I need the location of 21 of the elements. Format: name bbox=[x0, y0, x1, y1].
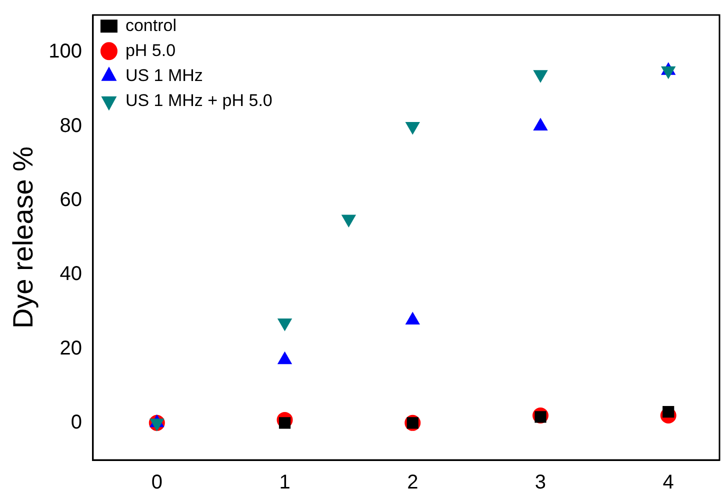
y-axis-title: Dye release % bbox=[8, 146, 39, 329]
legend-label: US 1 MHz bbox=[125, 66, 203, 85]
legend-label: pH 5.0 bbox=[125, 40, 176, 60]
x-tick-label: 3 bbox=[534, 472, 546, 494]
legend-label: US 1 MHz + pH 5.0 bbox=[125, 90, 272, 110]
point bbox=[533, 70, 548, 82]
y-tick-label: 40 bbox=[60, 263, 82, 286]
x-tick-label: 4 bbox=[662, 472, 674, 494]
point bbox=[342, 214, 356, 227]
point bbox=[661, 66, 676, 79]
x-tick-label: 2 bbox=[407, 472, 418, 494]
y-tick-label: 20 bbox=[60, 337, 82, 360]
y-tick-label: 0 bbox=[70, 411, 82, 434]
y-tick-label: 60 bbox=[60, 188, 82, 211]
point bbox=[278, 318, 292, 331]
legend-label: control bbox=[125, 16, 176, 35]
point bbox=[406, 122, 420, 134]
y-tick-label: 80 bbox=[60, 114, 82, 137]
x-tick-label: 0 bbox=[151, 472, 162, 494]
x-tick-label: 1 bbox=[279, 472, 290, 494]
y-tick-label: 100 bbox=[48, 40, 82, 63]
